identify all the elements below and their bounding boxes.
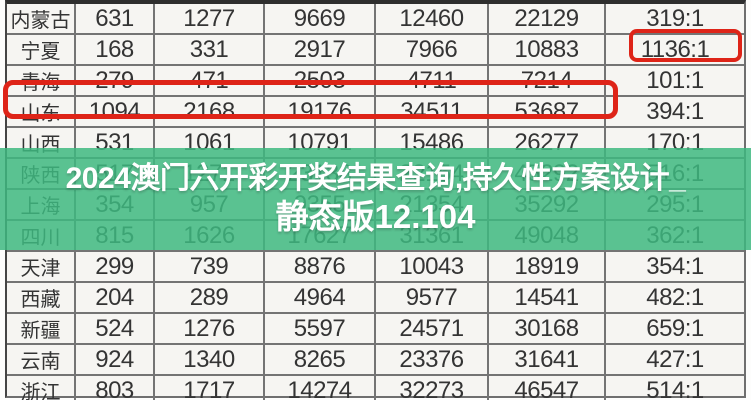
province-cell: 西藏 xyxy=(7,283,76,312)
province-cell: 内蒙古 xyxy=(7,4,76,33)
ratio-cell: 319:1 xyxy=(646,4,704,32)
value-cell: 18919 xyxy=(489,252,606,281)
value-cell: 331 xyxy=(155,35,265,64)
value-cell: 2168 xyxy=(155,97,265,126)
value-cell: 2917 xyxy=(265,35,376,64)
province-cell: 宁夏 xyxy=(7,35,76,64)
watermark-line-2: 静态版12.104 xyxy=(275,198,476,236)
highlight-box-ningxia-ratio xyxy=(629,29,742,62)
table-row: 天津 299 739 8876 10043 18919 354:1 xyxy=(7,252,744,283)
value-cell: 1340 xyxy=(155,345,265,374)
watermark-banner: 2024澳门六开彩开奖结果查询,持久性方案设计_ 静态版12.104 xyxy=(0,148,751,250)
value-cell: 739 xyxy=(155,252,265,281)
table-row: 云南 924 1340 8265 23376 31641 427:1 xyxy=(7,345,744,376)
value-cell: 299 xyxy=(76,252,155,281)
value-cell: 30168 xyxy=(489,314,606,343)
value-cell: 631 xyxy=(76,4,155,33)
value-cell: 23376 xyxy=(376,345,489,374)
value-cell: 31641 xyxy=(489,345,606,374)
value-cell: 1717 xyxy=(155,376,265,400)
value-cell: 10043 xyxy=(376,252,489,281)
value-cell: 10883 xyxy=(489,35,606,64)
value-cell: 5597 xyxy=(265,314,376,343)
ratio-cell: 427:1 xyxy=(646,345,704,373)
value-cell: 204 xyxy=(76,283,155,312)
ratio-cell: 394:1 xyxy=(646,97,704,125)
value-cell: 12460 xyxy=(376,4,489,33)
value-cell: 9669 xyxy=(265,4,376,33)
table-row: 新疆 524 1276 5597 24571 30168 659:1 xyxy=(7,314,744,345)
value-cell: 289 xyxy=(155,283,265,312)
value-cell: 9577 xyxy=(376,283,489,312)
table-row: 宁夏 168 331 2917 7966 10883 1136:1 xyxy=(7,35,744,66)
value-cell: 46547 xyxy=(489,376,606,400)
ratio-cell: 514:1 xyxy=(646,376,704,400)
value-cell: 7966 xyxy=(376,35,489,64)
value-cell: 14541 xyxy=(489,283,606,312)
value-cell: 1276 xyxy=(155,314,265,343)
value-cell: 14274 xyxy=(265,376,376,400)
value-cell: 53687 xyxy=(489,97,606,126)
value-cell: 803 xyxy=(76,376,155,400)
value-cell: 22129 xyxy=(489,4,606,33)
value-cell: 24571 xyxy=(376,314,489,343)
value-cell: 32273 xyxy=(376,376,489,400)
ratio-cell: 101:1 xyxy=(646,66,704,94)
ratio-cell: 482:1 xyxy=(646,283,704,311)
province-cell: 云南 xyxy=(7,345,76,374)
value-cell: 34511 xyxy=(376,97,489,126)
table-row: 浙江 803 1717 14274 32273 46547 514:1 xyxy=(7,376,744,400)
ratio-cell: 354:1 xyxy=(646,252,704,280)
highlight-box-shandong-row xyxy=(3,80,618,119)
table-row: 内蒙古 631 1277 9669 12460 22129 319:1 xyxy=(7,4,744,35)
table-row: 西藏 204 289 4964 9577 14541 482:1 xyxy=(7,283,744,314)
value-cell: 8876 xyxy=(265,252,376,281)
value-cell: 168 xyxy=(76,35,155,64)
value-cell: 524 xyxy=(76,314,155,343)
province-cell: 浙江 xyxy=(7,376,76,400)
table-row: 山东 1094 2168 19176 34511 53687 394:1 xyxy=(7,97,744,128)
watermark-line-1: 2024澳门六开彩开奖结果查询,持久性方案设计_ xyxy=(65,162,686,196)
province-cell: 新疆 xyxy=(7,314,76,343)
value-cell: 924 xyxy=(76,345,155,374)
value-cell: 4964 xyxy=(265,283,376,312)
value-cell: 8265 xyxy=(265,345,376,374)
ratio-cell: 659:1 xyxy=(646,314,704,342)
value-cell: 1277 xyxy=(155,4,265,33)
value-cell: 1094 xyxy=(76,97,155,126)
value-cell: 19176 xyxy=(265,97,376,126)
province-cell: 天津 xyxy=(7,252,76,281)
